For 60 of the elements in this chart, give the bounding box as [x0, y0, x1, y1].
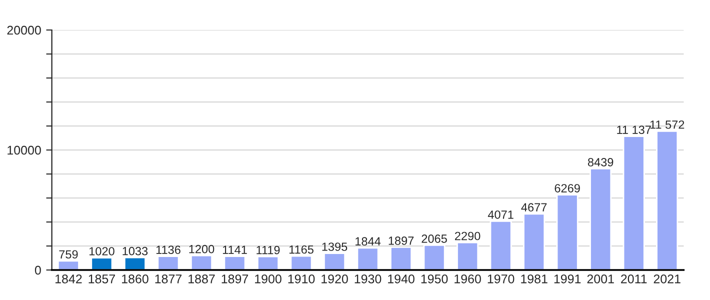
x-tick-label: 1887: [188, 274, 215, 284]
bar: [324, 252, 346, 270]
x-tick-label: 1930: [354, 274, 382, 284]
bar: [57, 260, 80, 270]
bar: [390, 246, 412, 270]
x-tick-label: 1857: [88, 274, 115, 284]
x-tick-label: 1960: [454, 274, 481, 284]
x-tick-label: 1877: [155, 274, 182, 284]
bar: [523, 213, 546, 270]
x-tick-label: 1860: [122, 274, 148, 284]
x-tick-label: 1910: [288, 274, 315, 284]
data-label: 1136: [156, 246, 180, 254]
data-label: 1141: [222, 246, 247, 254]
data-label: 2065: [422, 234, 447, 243]
data-label: 1033: [122, 246, 148, 256]
bar: [490, 220, 512, 270]
data-label: 4071: [488, 210, 514, 219]
x-tick-label: 2021: [654, 274, 680, 284]
x-tick-label: 1897: [222, 274, 248, 284]
x-tick-label: 1981: [521, 274, 548, 284]
bar: [157, 256, 180, 270]
data-label: 1395: [322, 242, 348, 251]
x-tick-label: 1920: [322, 274, 348, 284]
data-label: 1897: [388, 236, 414, 245]
data-label: 1165: [289, 245, 314, 254]
x-tick-label: 1900: [255, 274, 282, 284]
data-label: 1020: [89, 247, 114, 256]
data-label: 4677: [521, 203, 547, 212]
bar: [356, 247, 379, 270]
data-label: 1844: [356, 237, 381, 246]
bar: [257, 256, 280, 270]
data-label: 11 572: [650, 120, 684, 129]
y-tick-label: 10000: [8, 146, 41, 155]
bar: [556, 194, 578, 270]
bar: [90, 257, 113, 270]
bar: [656, 130, 678, 270]
data-label: 2290: [455, 232, 480, 240]
data-label: 1119: [256, 246, 280, 254]
x-tick-label: 1970: [488, 274, 514, 284]
bar: [124, 256, 146, 270]
x-tick-label: 2011: [621, 274, 647, 284]
x-tick-label: 1940: [388, 274, 414, 284]
bar: [190, 254, 212, 270]
x-tick-label: 1950: [421, 274, 448, 284]
x-tick-label: 1991: [554, 274, 581, 284]
data-label: 759: [59, 250, 78, 259]
bar: [456, 242, 479, 270]
bar: [423, 244, 446, 270]
data-label: 8439: [588, 158, 614, 166]
bar: [290, 255, 312, 270]
data-label: 6269: [554, 184, 580, 192]
data-label: 1200: [189, 244, 214, 254]
bar: [622, 136, 645, 270]
x-tick-label: 2001: [587, 274, 614, 284]
y-tick-label: 20000: [7, 26, 41, 35]
bar: [224, 256, 246, 270]
data-label: 11 137: [617, 126, 651, 134]
x-tick-label: 1842: [56, 274, 82, 284]
bar: [590, 168, 612, 270]
y-tick-label: 0: [34, 266, 41, 275]
